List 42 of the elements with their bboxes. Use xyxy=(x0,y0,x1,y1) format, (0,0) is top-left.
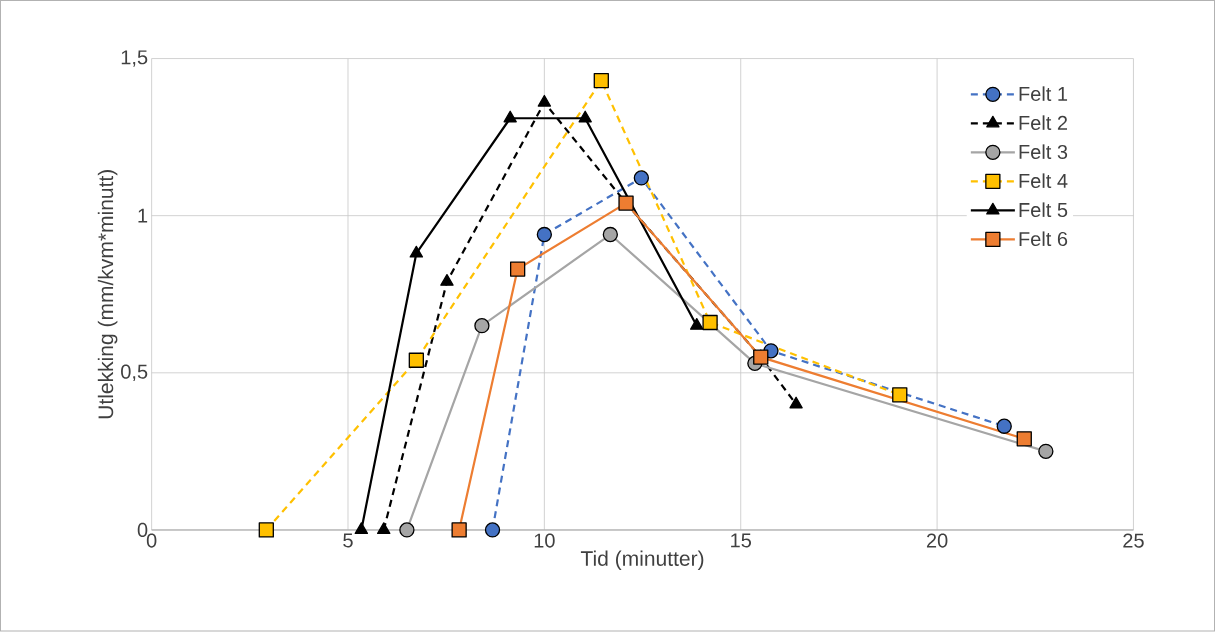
point xyxy=(690,318,704,331)
point xyxy=(702,315,718,331)
point xyxy=(537,95,552,107)
point xyxy=(602,227,618,243)
point xyxy=(354,522,369,535)
point xyxy=(503,110,517,123)
legend-label: Felt 4 xyxy=(1019,173,1068,189)
point xyxy=(578,110,592,123)
x-tick-label: 5 xyxy=(343,533,353,548)
legend-label: Felt 6 xyxy=(1019,231,1068,247)
y-tick-label: 1 xyxy=(138,209,148,223)
point xyxy=(484,522,501,538)
x-tick-label: 25 xyxy=(1123,533,1144,548)
legend-label: Felt 2 xyxy=(1019,115,1068,131)
point xyxy=(440,274,454,287)
legend-label: Felt 3 xyxy=(1019,144,1068,160)
point xyxy=(258,522,274,538)
point xyxy=(510,261,526,277)
y-axis-title: Utlekking (mm/kvm*minutt) xyxy=(97,170,118,419)
point xyxy=(377,522,391,535)
x-tick-label: 20 xyxy=(926,533,948,548)
x-tick-label: 15 xyxy=(731,533,752,548)
legend-label: Felt 5 xyxy=(1019,202,1068,218)
legend-label: Felt 1 xyxy=(1019,86,1068,102)
point xyxy=(892,387,908,403)
point xyxy=(474,318,490,334)
point xyxy=(408,352,424,369)
point xyxy=(1016,431,1032,447)
point xyxy=(399,522,415,538)
x-axis-title: Tid (minutter) xyxy=(580,550,704,571)
point xyxy=(1038,443,1054,460)
y-tick-label: 1,5 xyxy=(121,50,148,67)
point xyxy=(451,522,467,538)
point xyxy=(633,170,650,186)
point xyxy=(996,418,1012,435)
y-tick-label: 0 xyxy=(137,523,148,538)
point xyxy=(593,73,609,89)
y-tick-label: 0,5 xyxy=(121,364,148,382)
point xyxy=(789,396,803,409)
point xyxy=(536,227,553,243)
point xyxy=(409,245,424,258)
x-tick-label: 10 xyxy=(534,533,555,548)
